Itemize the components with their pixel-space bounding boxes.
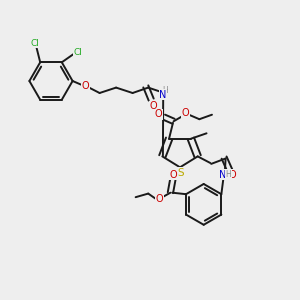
Text: O: O <box>149 101 157 111</box>
Text: O: O <box>156 194 164 204</box>
Text: O: O <box>155 110 162 119</box>
Text: N: N <box>159 89 167 100</box>
Text: O: O <box>82 81 89 92</box>
Text: N: N <box>219 170 226 180</box>
Text: Cl: Cl <box>30 39 39 48</box>
Text: S: S <box>177 168 184 178</box>
Text: O: O <box>169 170 177 180</box>
Text: O: O <box>182 108 189 118</box>
Text: H: H <box>162 86 168 95</box>
Text: Cl: Cl <box>73 48 82 57</box>
Text: H: H <box>225 169 231 178</box>
Text: O: O <box>229 170 236 180</box>
